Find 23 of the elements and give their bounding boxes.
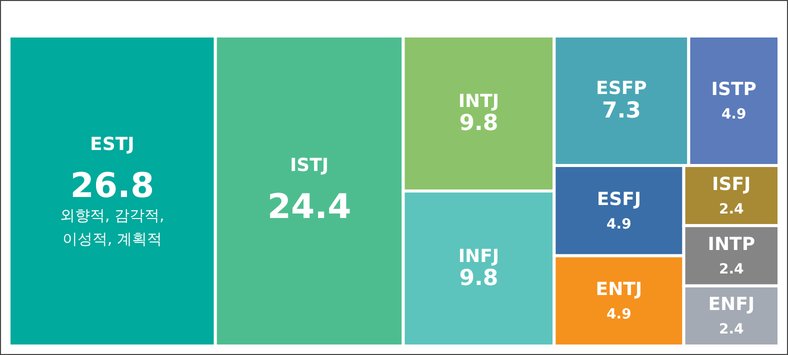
category-label: ISTP [711, 79, 756, 100]
data-label: 24.4 [267, 186, 352, 227]
data-label: 4.9 [606, 216, 632, 232]
category-label: INTJ [458, 90, 500, 112]
data-label: 2.4 [718, 201, 744, 218]
category-label: ESFP [596, 78, 647, 100]
data-label: 7.3 [602, 98, 641, 124]
category-label: ISTJ [290, 155, 329, 176]
category-label: ESTJ [90, 134, 134, 156]
data-label: 4.9 [721, 106, 746, 122]
data-label: 2.4 [718, 261, 744, 278]
text: 외향적, 감각적, 이성적, 계획적 [60, 206, 164, 248]
data-label: 9.8 [459, 111, 498, 136]
category-label: ENFJ [708, 294, 755, 316]
category-label: ESFJ [596, 188, 642, 210]
category-label: ENTJ [596, 279, 642, 300]
data-label: 26.8 [70, 166, 154, 206]
data-label: 4.9 [606, 306, 632, 323]
data-label: 9.8 [459, 266, 498, 292]
category-label: ISFJ [712, 174, 751, 195]
category-label: INFJ [458, 246, 500, 267]
category-label: INTP [708, 234, 756, 256]
data-label: 2.4 [718, 322, 744, 338]
